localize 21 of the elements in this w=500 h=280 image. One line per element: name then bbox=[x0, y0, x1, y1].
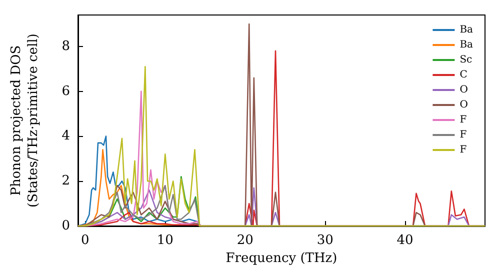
x-tick-label: 10 bbox=[156, 233, 174, 248]
legend-label: F bbox=[460, 114, 467, 126]
legend-label: Ba bbox=[460, 40, 474, 50]
y-axis-title: Phonon projected DOS (States/THz·primitive cell) bbox=[9, 33, 41, 208]
x-tick-label: 0 bbox=[81, 233, 90, 248]
legend-label: Sc bbox=[460, 54, 473, 66]
y-tick-label: 8 bbox=[62, 38, 70, 54]
legend-label: O bbox=[460, 100, 468, 110]
y-tick-label: 0 bbox=[62, 218, 70, 234]
y-tick-label: 6 bbox=[62, 84, 70, 99]
x-axis-title: Frequency (THz) bbox=[226, 251, 338, 266]
legend-label: F bbox=[460, 144, 467, 156]
legend-label: C bbox=[460, 70, 468, 80]
x-tick-label: 40 bbox=[396, 233, 414, 248]
legend-label: O bbox=[460, 84, 468, 96]
y-tick-label: 2 bbox=[62, 174, 70, 189]
legend-label: Ba bbox=[460, 24, 474, 36]
x-tick-label: 20 bbox=[236, 233, 254, 248]
legend-label: F bbox=[460, 130, 467, 140]
x-tick-label: 30 bbox=[316, 233, 334, 248]
y-tick-label: 4 bbox=[62, 128, 70, 144]
